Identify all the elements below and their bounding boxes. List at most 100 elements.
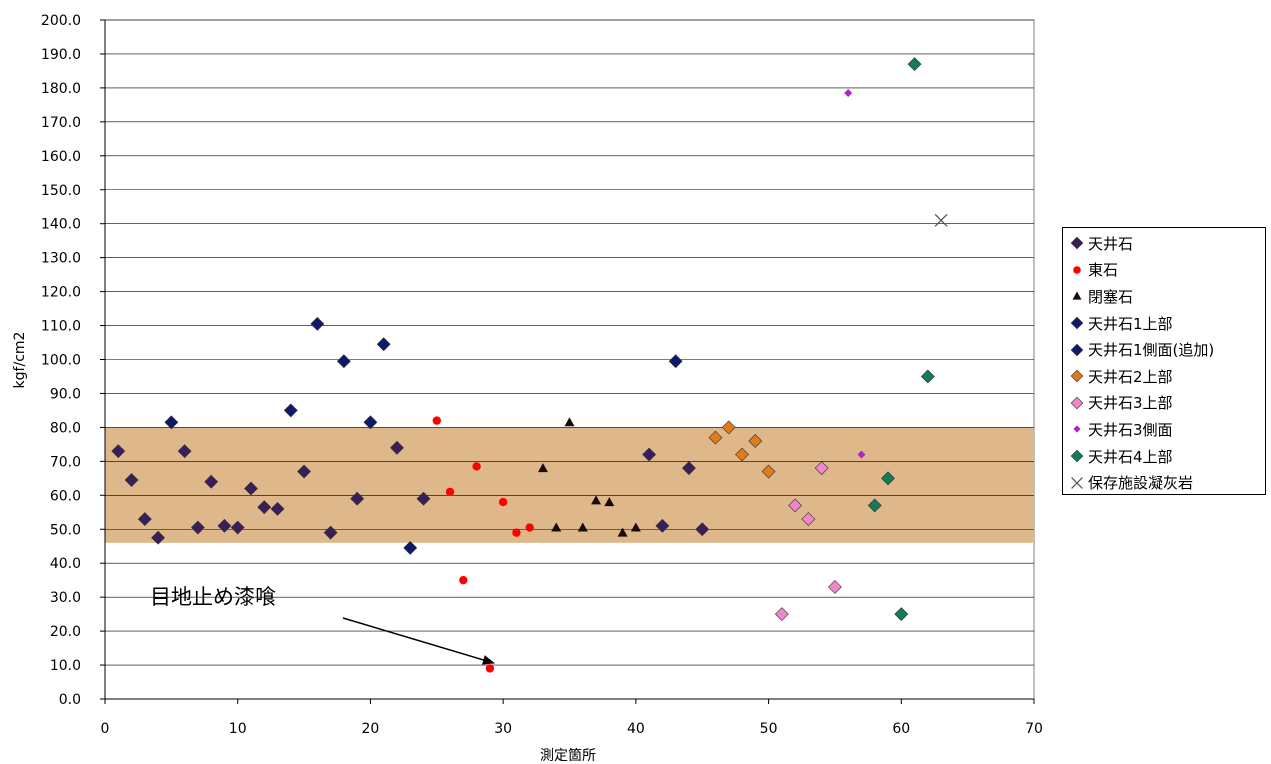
y-tick-label: 170.0 xyxy=(41,115,81,131)
y-tick-label: 0.0 xyxy=(59,692,81,708)
data-point xyxy=(801,512,816,526)
data-point xyxy=(257,500,272,515)
data-point xyxy=(695,522,710,537)
legend-label: 天井石3上部 xyxy=(1088,394,1173,413)
data-point xyxy=(920,369,935,384)
legend: 天井石 東石 閉塞石 天井石1上部 天井石1側面(追加) 天井石2上部 天井石3上部 天井石3… xyxy=(1062,227,1266,495)
data-point xyxy=(828,580,842,594)
data-point xyxy=(617,527,628,537)
y-tick-label: 110.0 xyxy=(41,319,81,335)
data-point xyxy=(445,487,455,497)
data-point xyxy=(844,88,853,97)
data-point xyxy=(537,463,548,473)
data-point xyxy=(485,664,495,673)
data-point xyxy=(564,417,575,427)
legend-label: 天井石1上部 xyxy=(1088,314,1173,333)
legend-label: 天井石2上部 xyxy=(1088,367,1173,386)
data-point xyxy=(708,430,723,445)
legend-marker xyxy=(1072,291,1082,301)
data-point xyxy=(177,444,192,459)
data-point xyxy=(111,444,126,459)
data-point xyxy=(655,518,670,533)
data-point xyxy=(164,415,179,430)
legend-item: 天井石 xyxy=(1069,230,1259,257)
legend-marker-icon xyxy=(1070,449,1084,463)
legend-marker-icon xyxy=(1070,396,1084,410)
legend-marker-icon xyxy=(1073,266,1081,274)
legend-marker-icon xyxy=(1073,425,1081,434)
annotation-text: 目地止め漆喰 xyxy=(150,585,276,609)
x-tick-label: 0 xyxy=(101,721,110,737)
legend-marker-icon xyxy=(1070,316,1084,330)
data-point xyxy=(551,522,562,532)
legend-label: 天井石3側面 xyxy=(1088,420,1173,439)
y-tick-label: 10.0 xyxy=(50,658,81,674)
y-axis-ticks: 0.0 10.0 20.0 30.0 40.0 50.0 60.0 70.0 80.0 90.0 1… xyxy=(41,13,106,708)
legend-marker xyxy=(1070,316,1084,330)
legend-marker xyxy=(1073,266,1081,274)
legend-item: 天井石3上部 xyxy=(1069,390,1259,417)
legend-label: 保存施設凝灰岩 xyxy=(1088,474,1194,493)
data-point xyxy=(498,497,508,507)
data-point xyxy=(323,525,338,540)
data-point xyxy=(604,497,615,507)
data-point xyxy=(761,464,776,479)
data-point xyxy=(814,461,829,476)
data-point xyxy=(748,434,763,448)
data-point xyxy=(137,512,152,526)
legend-marker-icon xyxy=(1071,476,1083,489)
data-point xyxy=(512,528,521,537)
x-axis-label: 測定箇所 xyxy=(540,747,596,764)
data-point xyxy=(472,462,481,471)
data-point xyxy=(336,354,351,369)
legend-item: 保存施設凝灰岩 xyxy=(1069,469,1259,496)
data-point xyxy=(881,471,895,486)
y-tick-label: 40.0 xyxy=(50,556,81,572)
legend-marker xyxy=(1070,237,1084,250)
y-tick-label: 80.0 xyxy=(50,420,81,436)
y-tick-label: 120.0 xyxy=(41,285,81,301)
data-point xyxy=(376,337,391,352)
y-tick-label: 100.0 xyxy=(41,353,81,369)
legend-marker xyxy=(1070,343,1084,356)
data-point xyxy=(403,540,418,555)
data-points xyxy=(111,57,948,673)
data-point xyxy=(577,522,588,532)
data-point xyxy=(190,520,205,535)
legend-item: 東石 xyxy=(1069,257,1259,284)
legend-marker-icon xyxy=(1070,369,1084,383)
legend-item: 天井石2上部 xyxy=(1069,363,1259,390)
y-tick-label: 50.0 xyxy=(50,522,81,538)
y-tick-label: 160.0 xyxy=(41,149,81,165)
y-tick-label: 60.0 xyxy=(50,488,81,504)
data-point xyxy=(459,575,468,585)
data-point xyxy=(642,447,657,462)
data-point xyxy=(270,501,285,516)
legend-marker xyxy=(1070,396,1084,410)
data-point xyxy=(432,416,441,425)
data-point xyxy=(204,474,219,489)
data-point xyxy=(774,607,789,622)
y-tick-label: 190.0 xyxy=(41,47,81,63)
y-tick-label: 30.0 xyxy=(50,590,81,606)
legend-label: 天井石 xyxy=(1088,234,1134,253)
x-axis-ticks: 0 10 20 30 40 50 60 70 xyxy=(101,698,1043,737)
legend-marker-icon xyxy=(1070,237,1084,250)
legend-label: 天井石4上部 xyxy=(1088,447,1173,466)
data-point xyxy=(591,495,602,505)
data-point xyxy=(894,607,909,622)
data-point xyxy=(668,354,683,369)
data-point xyxy=(230,520,245,535)
legend-label: 東石 xyxy=(1088,261,1119,280)
data-point xyxy=(867,498,882,513)
data-point xyxy=(297,464,311,479)
legend-marker-icon xyxy=(1070,343,1084,356)
legend-marker-icon xyxy=(1072,291,1082,301)
legend-marker xyxy=(1070,369,1084,383)
y-tick-label: 180.0 xyxy=(41,81,81,97)
y-tick-label: 200.0 xyxy=(41,13,81,29)
y-tick-label: 70.0 xyxy=(50,454,81,470)
data-point xyxy=(310,316,325,331)
x-tick-label: 60 xyxy=(892,721,910,737)
x-tick-label: 20 xyxy=(362,721,380,737)
